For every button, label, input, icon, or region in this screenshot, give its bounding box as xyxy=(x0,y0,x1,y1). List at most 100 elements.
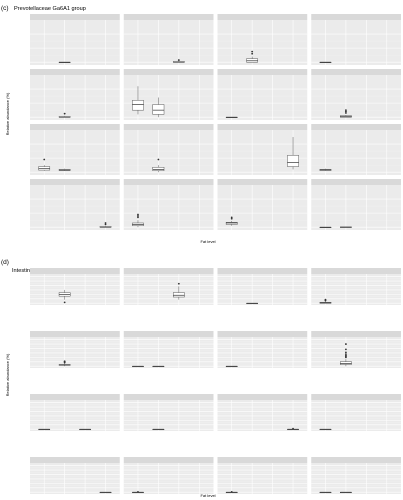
outlier-point xyxy=(251,52,254,55)
facet-panel xyxy=(123,69,214,120)
facet-panel xyxy=(311,179,401,230)
plot-background xyxy=(311,400,401,431)
box-moderate xyxy=(340,343,352,367)
facet-panel xyxy=(123,331,214,368)
facet-strip xyxy=(217,179,308,185)
box-moderate xyxy=(340,109,352,118)
facet-panel xyxy=(217,331,308,368)
outlier-point xyxy=(251,50,254,53)
facet-panel xyxy=(30,394,120,431)
facet-strip xyxy=(123,268,214,274)
facet-panel xyxy=(217,69,308,120)
box-low xyxy=(132,490,144,494)
facet-panel xyxy=(311,394,401,431)
facet-strip xyxy=(311,457,401,463)
facet-strip xyxy=(30,179,120,185)
outlier-point xyxy=(230,490,233,493)
facet-strip xyxy=(30,457,120,463)
outlier-point xyxy=(63,112,66,115)
box-iqr xyxy=(287,155,299,167)
facet-strip xyxy=(311,69,401,75)
plot-background xyxy=(217,337,308,368)
facet-strip xyxy=(217,124,308,130)
facet-strip xyxy=(123,457,214,463)
facet-panel xyxy=(123,394,214,431)
facet-strip xyxy=(217,394,308,400)
outlier-point xyxy=(345,354,347,357)
box-moderate xyxy=(340,226,352,228)
facet-strip xyxy=(123,69,214,75)
plot-background xyxy=(123,274,214,305)
facet-strip xyxy=(311,179,401,185)
plot-background xyxy=(217,463,308,494)
y-axis-label: Relative abundance (%) xyxy=(5,353,10,396)
box-high xyxy=(79,428,91,431)
facet-panel xyxy=(311,14,401,65)
chart-title: Prevotellaceae Ga6A1 group xyxy=(14,6,86,12)
outlier-point xyxy=(104,222,107,224)
box-iqr xyxy=(152,104,165,115)
facet-panel xyxy=(217,394,308,431)
box-moderate xyxy=(58,289,71,304)
box-low xyxy=(319,226,332,228)
box-supra xyxy=(287,137,299,170)
plot-background xyxy=(217,274,308,305)
plot-background xyxy=(217,75,308,120)
box-low xyxy=(225,216,238,226)
box-moderate xyxy=(58,61,71,63)
box-supra xyxy=(99,222,112,228)
box-high xyxy=(173,59,185,63)
facet-strip xyxy=(217,14,308,20)
facet-strip xyxy=(217,331,308,337)
facet-strip xyxy=(123,14,214,20)
facet-panel xyxy=(217,457,308,494)
box-low xyxy=(132,365,144,368)
facet-strip xyxy=(311,124,401,130)
panel-label: (d) xyxy=(1,259,9,266)
outlier-point xyxy=(230,216,233,219)
plot-background xyxy=(30,75,120,120)
box-iqr xyxy=(225,222,238,225)
plot-background xyxy=(123,185,214,230)
facet-panel xyxy=(30,124,120,175)
box-moderate xyxy=(340,491,352,494)
x-axis-label: Fat level xyxy=(200,239,215,244)
box-low xyxy=(319,298,332,304)
box-supra xyxy=(99,491,112,494)
plot-background xyxy=(311,463,401,494)
plot-background xyxy=(30,274,120,305)
plot-background xyxy=(30,20,120,65)
plot-background xyxy=(123,130,214,175)
facet-panel xyxy=(30,268,120,305)
box-moderate xyxy=(152,365,165,368)
outlier-point xyxy=(345,351,347,354)
outlier-point xyxy=(345,348,347,351)
facet-strip xyxy=(123,124,214,130)
box-iqr xyxy=(152,167,165,171)
box-moderate xyxy=(152,428,165,431)
plot-background xyxy=(30,337,120,368)
plot-background xyxy=(123,337,214,368)
facet-panel xyxy=(30,457,120,494)
facet-panel xyxy=(123,457,214,494)
plot-background xyxy=(311,75,401,120)
facet-panel xyxy=(123,268,214,305)
box-supra xyxy=(287,427,299,431)
box-iqr xyxy=(173,292,185,298)
facet-strip xyxy=(217,69,308,75)
box-moderate xyxy=(152,97,165,118)
outlier-point xyxy=(345,109,347,112)
box-low xyxy=(319,61,332,63)
box-moderate xyxy=(58,112,71,118)
facet-panel xyxy=(217,179,308,230)
box-moderate xyxy=(246,302,258,305)
section-c: (c) Prevotellaceae Ga6A1 group Relative … xyxy=(1,5,401,244)
facet-strip xyxy=(217,268,308,274)
facet-panel xyxy=(123,14,214,65)
box-iqr xyxy=(340,361,352,365)
facet-strip xyxy=(30,124,120,130)
facet-strip xyxy=(123,179,214,185)
outlier-point xyxy=(157,158,160,161)
box-low xyxy=(319,491,332,494)
x-axis-label: Fat level xyxy=(200,493,215,498)
